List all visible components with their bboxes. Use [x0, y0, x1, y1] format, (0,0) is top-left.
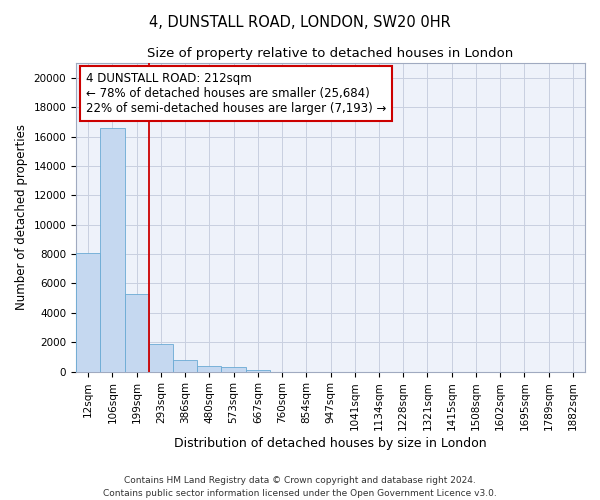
- Bar: [197, 366, 221, 372]
- Text: 4 DUNSTALL ROAD: 212sqm
← 78% of detached houses are smaller (25,684)
22% of sem: 4 DUNSTALL ROAD: 212sqm ← 78% of detache…: [86, 72, 386, 116]
- Bar: [221, 368, 245, 372]
- Bar: [149, 344, 173, 372]
- Bar: [100, 128, 125, 372]
- Text: 4, DUNSTALL ROAD, LONDON, SW20 0HR: 4, DUNSTALL ROAD, LONDON, SW20 0HR: [149, 15, 451, 30]
- Text: Contains HM Land Registry data © Crown copyright and database right 2024.
Contai: Contains HM Land Registry data © Crown c…: [103, 476, 497, 498]
- Title: Size of property relative to detached houses in London: Size of property relative to detached ho…: [148, 48, 514, 60]
- Bar: [245, 370, 270, 372]
- Bar: [76, 252, 100, 372]
- Bar: [125, 294, 149, 372]
- Y-axis label: Number of detached properties: Number of detached properties: [15, 124, 28, 310]
- Bar: [173, 360, 197, 372]
- X-axis label: Distribution of detached houses by size in London: Distribution of detached houses by size …: [174, 437, 487, 450]
